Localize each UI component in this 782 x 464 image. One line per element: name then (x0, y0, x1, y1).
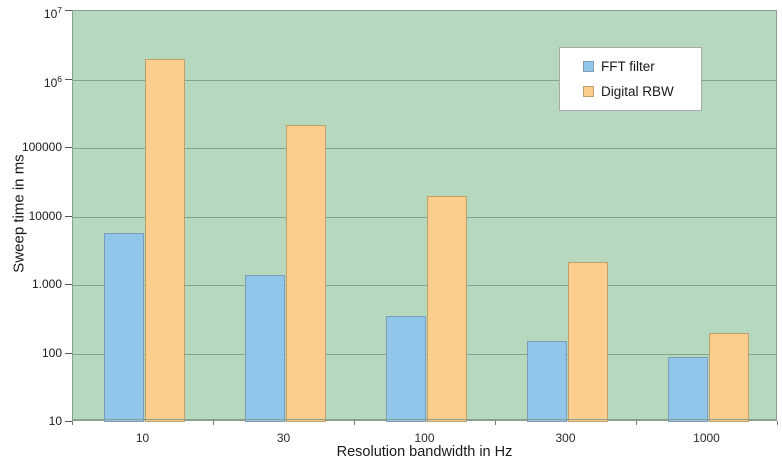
gridline (73, 216, 776, 218)
legend: FFT filter Digital RBW (559, 47, 702, 111)
y-tick-label: 1.000 (31, 277, 62, 291)
bar-digital-rbw-300 (568, 261, 608, 422)
gridline (73, 148, 776, 149)
bar-fft-filter-1000 (668, 356, 708, 422)
y-tick (65, 215, 72, 217)
x-tick-label: 1000 (693, 431, 720, 445)
y-tick-label: 100 (41, 345, 62, 360)
bar-fft-filter-10 (104, 232, 144, 422)
y-tick (65, 284, 72, 285)
x-tick (495, 421, 496, 425)
legend-item-digital-rbw: Digital RBW (583, 84, 701, 99)
bar-fft-filter-300 (527, 341, 567, 422)
x-tick (72, 421, 73, 425)
x-tick-label: 10 (135, 431, 150, 445)
legend-swatch-fft-filter (583, 60, 594, 72)
legend-label-digital-rbw: Digital RBW (601, 84, 674, 100)
gridline (73, 285, 776, 286)
bar-digital-rbw-100 (427, 195, 467, 422)
bar-fft-filter-30 (245, 274, 285, 422)
y-tick-label: 106 (43, 73, 62, 90)
x-tick (777, 421, 778, 425)
y-tick (65, 147, 72, 148)
x-axis-line (73, 419, 776, 420)
y-tick (65, 10, 72, 11)
y-tick (65, 352, 72, 354)
bar-digital-rbw-1000 (709, 332, 749, 422)
legend-item-fft-filter: FFT filter (583, 59, 701, 74)
y-tick (65, 421, 72, 422)
x-tick (636, 421, 637, 425)
bar-digital-rbw-10 (145, 58, 185, 422)
x-axis-title: Resolution bandwidth in Hz (336, 444, 513, 460)
y-tick-label: 10000 (28, 208, 62, 223)
y-tick-label: 107 (43, 5, 62, 21)
y-tick (65, 78, 72, 80)
legend-swatch-digital-rbw (583, 86, 594, 98)
legend-label-fft-filter: FFT filter (601, 58, 655, 74)
x-tick (354, 421, 355, 425)
y-tick-label: 100000 (21, 140, 62, 154)
x-tick-label: 30 (276, 431, 291, 445)
bar-fft-filter-100 (386, 316, 426, 422)
x-tick-label: 300 (555, 431, 576, 445)
y-tick-label: 10 (48, 414, 62, 428)
x-tick (213, 421, 214, 425)
bar-digital-rbw-30 (286, 124, 326, 422)
x-tick-label: 100 (414, 431, 435, 445)
gridline (73, 79, 776, 81)
